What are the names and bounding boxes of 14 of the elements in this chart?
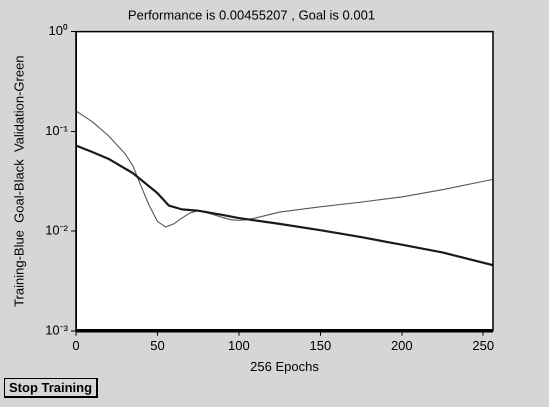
chart-title: Performance is 0.00455207 , Goal is 0.001 — [128, 7, 376, 22]
x-tick-label: 0 — [72, 338, 80, 354]
x-axis-title: 256 Epochs — [250, 358, 320, 374]
y-tick-label: 10⁰ — [48, 23, 68, 38]
text: Stop Training — [4, 378, 98, 398]
y-tick-label: 10⁻¹ — [45, 122, 69, 138]
y-tick-label: 10⁻² — [45, 222, 69, 238]
x-tick-label: 100 — [228, 338, 250, 354]
x-tick-label: 200 — [390, 338, 413, 354]
y-tick-label: 10⁻³ — [45, 322, 69, 338]
x-tick-label: 50 — [150, 338, 165, 354]
x-tick-label: 250 — [472, 338, 494, 354]
y-axis-title: Training-Blue Goal-Black Validation-Green — [11, 55, 26, 307]
x-tick-label: 150 — [309, 338, 332, 354]
